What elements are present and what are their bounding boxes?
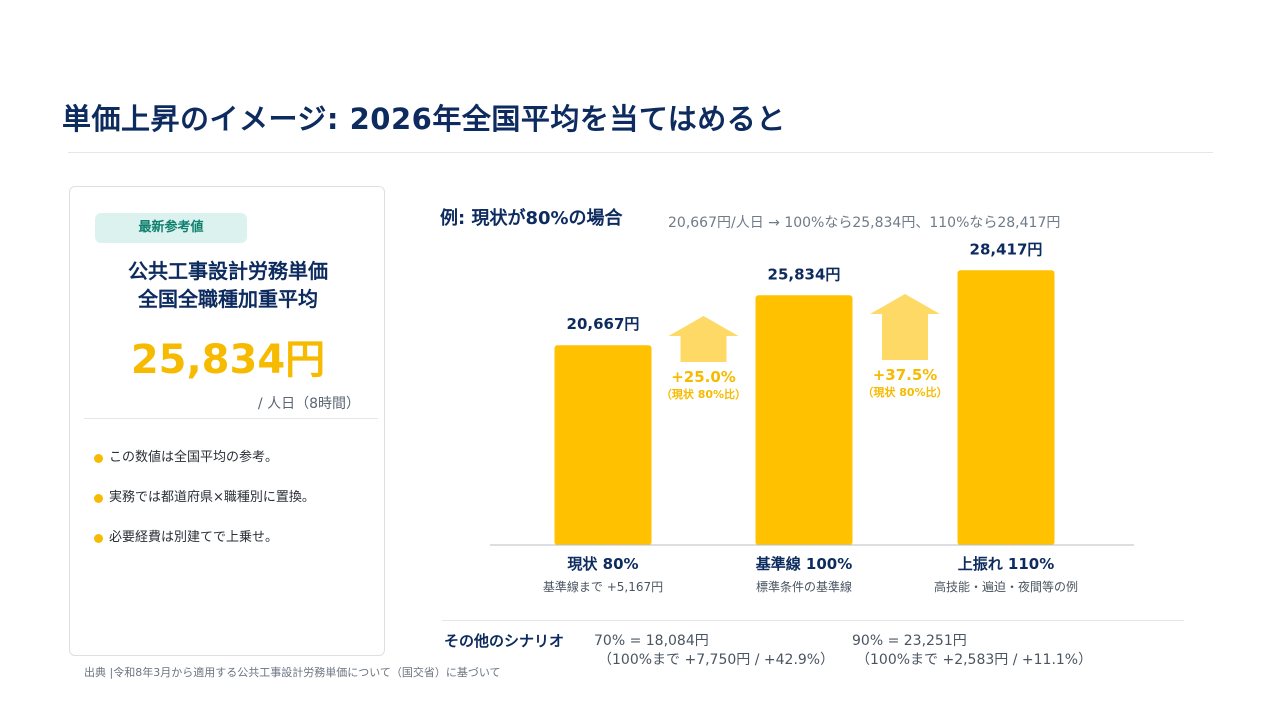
note-text: この数値は全国平均の参考。	[109, 450, 279, 465]
scenario-value: 90% = 23,251円	[852, 633, 967, 649]
up-arrow-icon	[668, 316, 739, 362]
chart-subtitle: 20,667円/人日 → 100%なら25,834円、110%なら28,417円	[668, 215, 1061, 231]
category-note: 基準線まで +5,167円	[543, 579, 663, 594]
note-item: 実務では都道府県×職種別に置換。	[94, 489, 315, 507]
scenario-item: 90% = 23,251円 （100%まで +2,583円 / +11.1%）	[852, 632, 1092, 670]
note-item: この数値は全国平均の参考。	[94, 449, 315, 467]
bar-0	[554, 345, 652, 545]
bullet-dot-icon	[94, 454, 103, 463]
reference-value: 25,834円	[130, 337, 326, 383]
category-label: 基準線 100%	[755, 555, 853, 573]
scenario-label: その他のシナリオ	[444, 632, 565, 650]
scenario-value: 70% = 18,084円	[594, 633, 709, 649]
page-title: 単価上昇のイメージ: 2026年全国平均を当てはめると	[62, 102, 786, 136]
reference-title: 公共工事設計労務単価 全国全職種加重平均	[70, 257, 386, 313]
growth-sublabel: （現状 80%比）	[862, 385, 947, 399]
note-item: 必要経費は別建てで上乗せ。	[94, 529, 315, 547]
category-label: 上振れ 110%	[958, 555, 1055, 573]
card-divider	[84, 418, 378, 419]
growth-sublabel: （現状 80%比）	[661, 387, 746, 401]
data-label: 28,417円	[970, 240, 1043, 258]
category-note: 標準条件の基準線	[756, 579, 852, 594]
notes-list: この数値は全国平均の参考。 実務では都道府県×職種別に置換。 必要経費は別建てで…	[94, 449, 315, 569]
growth-label: +37.5%	[873, 366, 938, 384]
data-label: 20,667円	[567, 315, 640, 333]
note-text: 実務では都道府県×職種別に置換。	[109, 490, 315, 505]
bar-1	[755, 295, 853, 545]
bar-2	[957, 270, 1055, 545]
title-divider	[68, 152, 1213, 153]
category-label: 現状 80%	[567, 555, 638, 573]
scenario-item: 70% = 18,084円 （100%まで +7,750円 / +42.9%）	[594, 632, 834, 670]
up-arrow-icon	[870, 294, 940, 360]
data-label: 25,834円	[768, 265, 841, 283]
scenario-detail: （100%まで +2,583円 / +11.1%）	[856, 652, 1093, 668]
scenario-divider	[442, 620, 1184, 621]
reference-card: 最新参考値 公共工事設計労務単価 全国全職種加重平均 25,834円 / 人日（…	[69, 186, 385, 656]
reference-unit: / 人日（8時間）	[257, 396, 360, 412]
growth-label: +25.0%	[671, 368, 736, 386]
category-note: 高技能・遍迫・夜間等の例	[934, 579, 1078, 594]
note-text: 必要経費は別建てで上乗せ。	[109, 530, 279, 545]
source-note: 出典 |令和8年3月から適用する公共工事設計労務単価について（国交省）に基づいて	[84, 666, 501, 679]
chart-title: 例: 現状が80%の場合	[440, 208, 623, 229]
reference-title-line1: 公共工事設計労務単価	[128, 259, 328, 283]
reference-badge: 最新参考値	[95, 213, 247, 243]
reference-title-line2: 全国全職種加重平均	[138, 287, 318, 311]
scenario-detail: （100%まで +7,750円 / +42.9%）	[598, 652, 835, 668]
bullet-dot-icon	[94, 494, 103, 503]
bullet-dot-icon	[94, 534, 103, 543]
